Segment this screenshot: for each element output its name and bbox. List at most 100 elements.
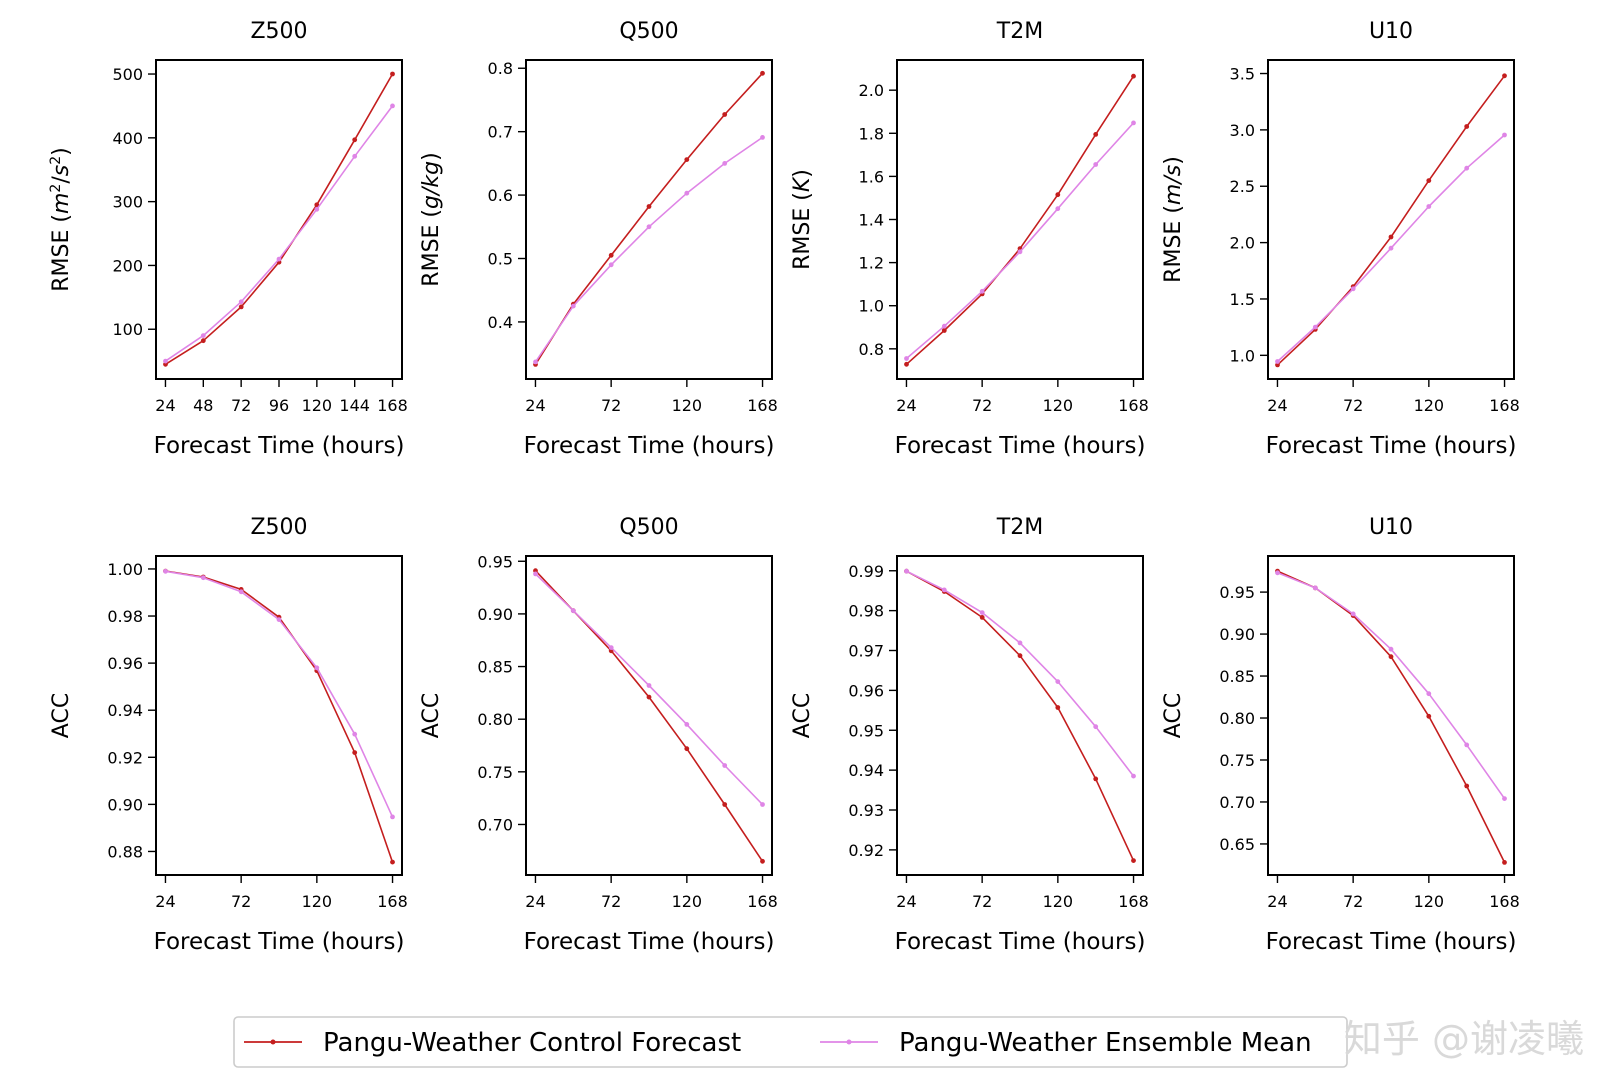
series-control bbox=[163, 71, 395, 367]
y-axis-label: RMSE (m/s) bbox=[1161, 156, 1186, 283]
x-axis-label: Forecast Time (hours) bbox=[895, 929, 1146, 955]
data-point bbox=[1093, 132, 1099, 137]
data-point bbox=[238, 299, 244, 305]
data-point bbox=[1131, 120, 1136, 126]
y-tick-label: 0.75 bbox=[1219, 751, 1255, 770]
series-line-ensemble bbox=[534, 136, 763, 363]
data-point bbox=[1464, 165, 1470, 171]
y-tick-label: 0.7 bbox=[488, 123, 513, 142]
legend-frame bbox=[233, 1016, 1348, 1068]
data-point bbox=[1426, 691, 1432, 697]
x-tick-label: 120 bbox=[1043, 892, 1074, 911]
data-point bbox=[941, 328, 947, 333]
x-tick-label: 120 bbox=[672, 396, 703, 415]
plot-area-frame bbox=[1267, 555, 1515, 876]
series-ensemble bbox=[163, 568, 395, 820]
legend-control-label: Pangu-Weather Control Forecast bbox=[323, 1028, 741, 1058]
plot-area-frame bbox=[896, 555, 1144, 876]
legend-ensemble-label: Pangu-Weather Ensemble Mean bbox=[899, 1028, 1312, 1058]
x-axis-label: Forecast Time (hours) bbox=[154, 929, 405, 955]
subplot-7: T2M 24 72 120 168 0.92 0.93 0.94 0.95 0.96 0.97 0.9… bbox=[790, 515, 1149, 955]
data-point bbox=[979, 288, 985, 294]
series-ensemble bbox=[1275, 132, 1507, 364]
y-tick-label: 100 bbox=[112, 320, 143, 339]
y-axis-label: ACC bbox=[790, 693, 815, 738]
subplot-title: U10 bbox=[1369, 19, 1413, 44]
data-point bbox=[904, 361, 909, 367]
data-point bbox=[1464, 783, 1470, 789]
data-point bbox=[1017, 249, 1023, 255]
x-tick-label: 24 bbox=[155, 892, 175, 911]
series-line-control bbox=[1277, 570, 1506, 863]
data-point bbox=[352, 153, 358, 159]
data-point bbox=[722, 112, 728, 117]
data-point bbox=[646, 224, 652, 230]
plot-area-frame bbox=[896, 59, 1144, 380]
series-line-control bbox=[534, 72, 764, 365]
data-point bbox=[722, 763, 728, 768]
y-tick-label: 0.97 bbox=[848, 642, 884, 661]
series-line-ensemble bbox=[906, 570, 1135, 777]
series-control bbox=[533, 568, 765, 864]
y-tick-label: 0.99 bbox=[848, 562, 884, 581]
data-point bbox=[200, 333, 206, 338]
data-point bbox=[1426, 178, 1432, 184]
y-tick-label: 1.00 bbox=[107, 560, 143, 579]
x-tick-label: 24 bbox=[896, 396, 916, 415]
data-point bbox=[1312, 585, 1318, 591]
data-point bbox=[1502, 73, 1507, 79]
data-point bbox=[390, 103, 395, 109]
series-line-control bbox=[165, 570, 394, 863]
series-line-control bbox=[905, 75, 1135, 365]
data-point bbox=[276, 256, 282, 262]
y-tick-label: 0.85 bbox=[477, 658, 513, 677]
x-tick-label: 24 bbox=[155, 396, 175, 415]
subplot-2: Q500 24 72 120 168 0.4 0.5 0.6 0.7 0.8 Forecast Ti… bbox=[419, 19, 778, 459]
plot-area-frame bbox=[525, 555, 773, 876]
subplot-title: T2M bbox=[996, 19, 1043, 44]
subplot-title: Q500 bbox=[619, 515, 678, 540]
x-tick-label: 168 bbox=[1489, 396, 1520, 415]
data-point bbox=[760, 135, 765, 140]
y-tick-label: 0.90 bbox=[477, 605, 513, 624]
x-axis-label: Forecast Time (hours) bbox=[524, 929, 775, 955]
x-tick-label: 72 bbox=[231, 396, 251, 415]
data-point bbox=[314, 202, 320, 208]
y-tick-label: 0.88 bbox=[107, 842, 143, 861]
series-ensemble bbox=[533, 135, 765, 365]
x-tick-label: 72 bbox=[972, 396, 992, 415]
series-line-ensemble bbox=[1277, 572, 1506, 800]
data-point bbox=[533, 571, 538, 577]
y-tick-label: 0.6 bbox=[488, 186, 513, 205]
x-tick-label: 168 bbox=[377, 892, 408, 911]
data-point bbox=[608, 262, 614, 268]
y-tick-label: 0.70 bbox=[1219, 793, 1255, 812]
y-tick-label: 1.5 bbox=[1230, 290, 1255, 309]
y-tick-label: 300 bbox=[112, 193, 143, 212]
series-control bbox=[163, 568, 395, 865]
data-point bbox=[979, 615, 985, 620]
y-tick-label: 0.98 bbox=[848, 602, 884, 621]
series-ensemble bbox=[904, 568, 1136, 779]
data-point bbox=[200, 575, 206, 581]
y-tick-label: 1.8 bbox=[859, 124, 884, 143]
subplot-3: T2M 24 72 120 168 0.8 1.0 1.2 1.4 1.6 1.8 2.0 Foreca… bbox=[790, 19, 1149, 459]
series-ensemble bbox=[163, 103, 395, 364]
data-point bbox=[314, 206, 320, 212]
data-point bbox=[1275, 362, 1280, 368]
x-tick-label: 168 bbox=[1489, 892, 1520, 911]
x-tick-label: 144 bbox=[339, 396, 370, 415]
data-point bbox=[1055, 705, 1061, 710]
y-tick-label: 400 bbox=[112, 129, 143, 148]
data-point bbox=[760, 802, 765, 807]
data-point bbox=[1426, 204, 1432, 209]
x-axis-label: Forecast Time (hours) bbox=[895, 433, 1146, 459]
y-axis-label: RMSE (m2/s2) bbox=[48, 147, 74, 291]
series-line-control bbox=[165, 73, 394, 365]
data-point bbox=[1502, 860, 1507, 865]
series-line-control bbox=[1276, 75, 1506, 366]
data-point bbox=[1388, 245, 1394, 251]
y-tick-label: 0.95 bbox=[1219, 583, 1255, 602]
data-point bbox=[1093, 162, 1099, 167]
series-line-ensemble bbox=[534, 573, 764, 806]
